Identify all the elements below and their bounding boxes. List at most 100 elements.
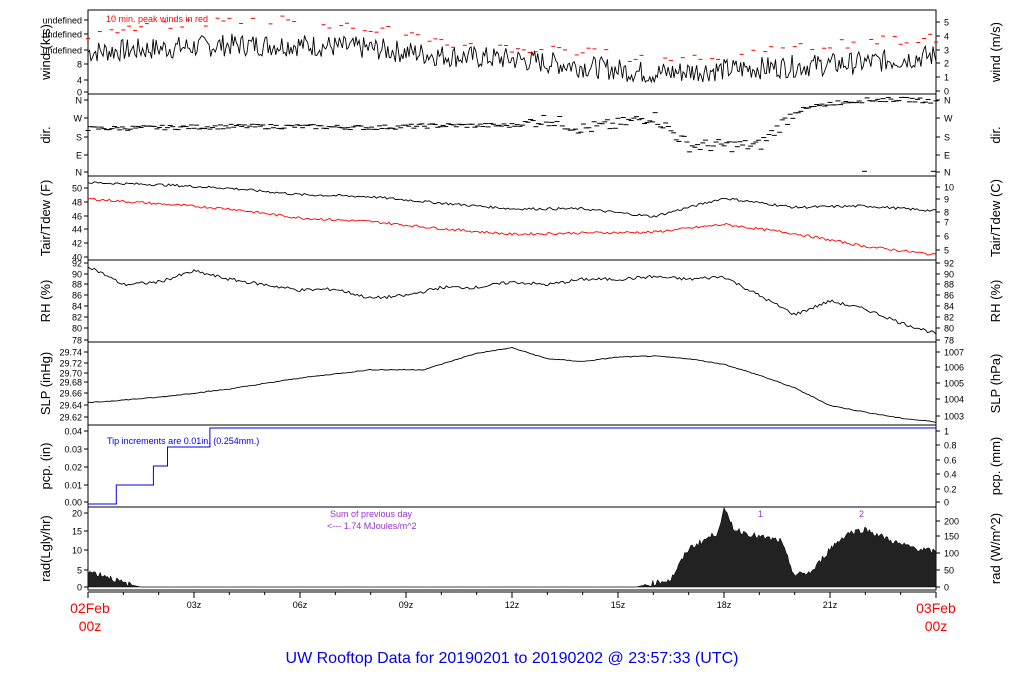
x-start-label-day: 02Feb — [70, 600, 110, 616]
left-tick-label: 80 — [72, 324, 82, 334]
x-end-label-day: 03Feb — [916, 600, 956, 616]
right-tick-label: 84 — [944, 302, 954, 312]
left-tick-label: 29.72 — [59, 359, 82, 369]
left-tick-label: N — [76, 96, 83, 106]
panel-temp: 40 42 44 46 48 50 5 6 78 9 10 Tair/Tdew (F) Tair/Tde… — [38, 175, 1003, 263]
left-tick-label: 15 — [72, 527, 82, 537]
right-tick-label: 0.6 — [944, 456, 957, 466]
right-tick-label: 86 — [944, 291, 954, 301]
left-tick-label: 42 — [72, 239, 82, 249]
panel-frame — [87, 341, 937, 426]
left-tick-label: undefined — [42, 16, 82, 26]
left-tick-label: 29.64 — [59, 401, 82, 411]
y-axis-label-left: dir. — [38, 126, 53, 143]
x-tick-label: 15z — [611, 600, 626, 610]
right-tick-label: S — [944, 133, 950, 143]
left-tick-label: N — [76, 168, 83, 178]
right-tick-label: 6 — [944, 232, 949, 242]
y-axis-label-right: RH (%) — [988, 280, 1003, 323]
series-relative-humidity — [87, 266, 937, 335]
pcp-annotation: Tip increments are 0.01in. (0.254mm.) — [107, 436, 259, 446]
x-tick-label: 21z — [823, 600, 838, 610]
right-tick-label: 1005 — [944, 379, 964, 389]
right-tick-label: 88 — [944, 280, 954, 290]
left-tick-label: 0.00 — [64, 498, 82, 508]
left-tick-label: 78 — [72, 336, 82, 346]
left-tick-label: 88 — [72, 280, 82, 290]
left-tick-label: 29.74 — [59, 348, 82, 358]
panel-frame — [87, 93, 937, 177]
x-axis: 03z 06z 09z 12z 15z 18z 21z 02Feb 00z 03Feb 00z — [70, 591, 956, 634]
left-tick-label: 92 — [72, 259, 82, 269]
left-tick-label: S — [76, 133, 82, 143]
left-tick-label: 90 — [72, 270, 82, 280]
right-tick-label: 1006 — [944, 363, 964, 373]
left-tick-label: 29.68 — [59, 378, 82, 388]
series-air-temp — [87, 181, 937, 218]
left-tick-label: 29.62 — [59, 413, 82, 423]
right-tick-label: 0.8 — [944, 441, 957, 451]
right-tick-label: 1007 — [944, 348, 964, 358]
left-tick-label: 86 — [72, 291, 82, 301]
right-tick-label: 1 — [944, 427, 949, 437]
right-tick-label: 80 — [944, 324, 954, 334]
y-axis-label-right: rad (W/m^2) — [988, 513, 1003, 584]
y-axis-label-right: SLP (hPa) — [988, 354, 1003, 414]
right-tick-label: 0 — [944, 498, 949, 508]
panel-frame — [87, 175, 937, 261]
rad-peak-label-1: 1 — [758, 509, 763, 519]
right-tick-label: N — [944, 168, 951, 178]
y-axis-label-left: SLP (inHg) — [38, 352, 53, 415]
footer-title: UW Rooftop Data for 20190201 to 20190202… — [285, 650, 739, 667]
rad-peak-label-2: 2 — [859, 509, 864, 519]
rad-annotation-line1: Sum of previous day — [330, 509, 413, 519]
left-tick-label: 29.66 — [59, 389, 82, 399]
panel-frame — [87, 259, 937, 343]
left-tick-label: 29.70 — [59, 369, 82, 379]
wind-annotation: 10 min. peak winds in red — [106, 14, 208, 24]
right-tick-label: 0.2 — [944, 485, 957, 495]
y-axis-label-right: Tair/Tdew (C) — [988, 179, 1003, 257]
left-tick-label: 10 — [72, 546, 82, 556]
left-tick-label: W — [74, 114, 83, 124]
series-radiation — [87, 506, 937, 588]
right-tick-label: 50 — [944, 566, 954, 576]
y-axis-label-left: Tair/Tdew (F) — [38, 180, 53, 257]
left-tick-label: 0.01 — [64, 481, 82, 491]
left-tick-label: 20 — [72, 509, 82, 519]
right-tick-label: 3 — [944, 46, 949, 56]
right-tick-label: 0.4 — [944, 470, 957, 480]
right-tick-label: 82 — [944, 313, 954, 323]
left-tick-label: 0.03 — [64, 445, 82, 455]
right-tick-label: 100 — [944, 549, 959, 559]
x-tick-label: 12z — [505, 600, 520, 610]
right-tick-label: 1004 — [944, 395, 964, 405]
right-tick-label: 7 — [944, 218, 949, 228]
left-tick-label: 4 — [77, 76, 82, 86]
right-tick-label: 5 — [944, 246, 949, 256]
left-tick-label: E — [76, 151, 82, 161]
right-tick-label: 1 — [944, 73, 949, 83]
y-axis-label-left: RH (%) — [38, 280, 53, 323]
series-precipitation — [88, 427, 936, 505]
x-start-label-hour: 00z — [79, 618, 102, 634]
left-tick-label: 50 — [72, 184, 82, 194]
right-tick-label: 150 — [944, 532, 959, 542]
panel-frame — [87, 506, 937, 591]
left-tick-label: 82 — [72, 313, 82, 323]
y-axis-label-left: pcp. (in) — [38, 443, 53, 490]
x-tick-label: 09z — [399, 600, 414, 610]
left-tick-label: 48 — [72, 198, 82, 208]
y-axis-label-right: wind (m/s) — [988, 22, 1003, 83]
left-tick-label: 8 — [77, 60, 82, 70]
left-tick-label: 46 — [72, 212, 82, 222]
x-tick-label: 03z — [187, 600, 202, 610]
right-tick-label: 1003 — [944, 412, 964, 422]
right-tick-label: 9 — [944, 195, 949, 205]
x-tick-label: 06z — [293, 600, 308, 610]
x-end-label-hour: 00z — [925, 618, 948, 634]
